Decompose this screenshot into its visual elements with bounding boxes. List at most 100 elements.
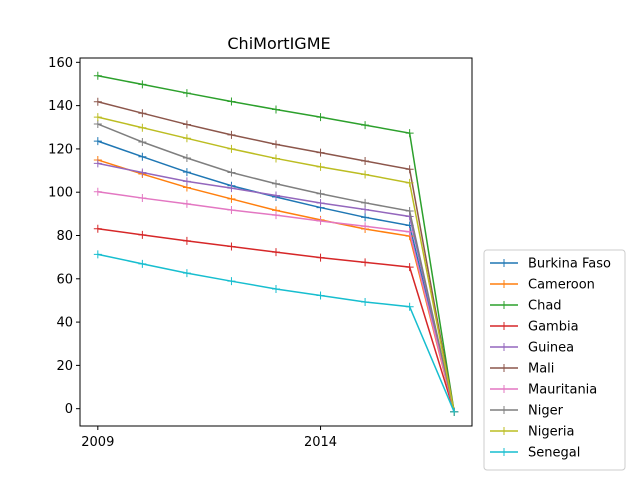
data-point — [182, 199, 191, 208]
data-point — [405, 263, 414, 272]
data-point — [227, 205, 236, 214]
data-point — [93, 187, 102, 196]
series-line — [97, 228, 455, 413]
data-point — [138, 137, 147, 146]
data-point — [182, 236, 191, 245]
legend: Burkina Faso Cameroon Chad Gambia Guinea Mali… — [483, 249, 626, 471]
series-senegal — [93, 250, 459, 416]
data-point — [316, 199, 325, 208]
series-line — [97, 253, 455, 413]
series-mali — [93, 97, 459, 416]
data-point — [316, 162, 325, 171]
data-point — [138, 80, 147, 89]
data-point — [272, 248, 280, 257]
data-point — [182, 134, 191, 143]
data-point — [272, 105, 280, 114]
data-point — [182, 89, 191, 98]
data-point — [405, 165, 414, 174]
data-point — [227, 184, 236, 193]
series-gambia — [93, 224, 459, 416]
data-point — [272, 154, 280, 163]
x-tick-label: 2014 — [304, 435, 337, 450]
data-point — [227, 130, 236, 139]
data-point — [138, 123, 147, 132]
legend-item: Chad — [490, 299, 562, 314]
plot-series — [93, 71, 459, 416]
data-point — [227, 144, 236, 153]
data-point — [227, 194, 236, 203]
legend-marker — [500, 280, 508, 288]
data-point — [361, 222, 370, 231]
data-point — [138, 259, 147, 268]
legend-marker — [500, 322, 508, 330]
data-point — [316, 189, 325, 198]
legend-marker — [500, 448, 508, 456]
series-burkina-faso — [93, 137, 459, 416]
data-point — [182, 269, 191, 278]
legend-item: Nigeria — [490, 425, 575, 440]
data-point — [93, 71, 102, 80]
data-point — [272, 211, 280, 220]
x-tick-label: 2009 — [81, 435, 114, 450]
data-point — [227, 168, 236, 177]
legend-item: Niger — [490, 404, 564, 419]
data-point — [272, 179, 280, 188]
data-point — [182, 168, 191, 177]
series-line — [97, 191, 455, 413]
data-point — [272, 140, 280, 149]
y-tick-label: 60 — [56, 272, 73, 287]
data-point — [93, 137, 102, 146]
data-point — [361, 157, 370, 166]
y-tick-label: 0 — [65, 402, 73, 417]
legend-label: Senegal — [528, 446, 580, 461]
series-line — [97, 75, 455, 413]
data-point — [361, 198, 370, 207]
legend-label: Guinea — [528, 341, 574, 356]
data-point — [138, 194, 147, 203]
y-tick-label: 20 — [56, 359, 73, 374]
data-point — [316, 217, 325, 226]
legend-label: Cameroon — [528, 278, 595, 293]
legend-marker — [500, 301, 508, 309]
legend-item: Gambia — [490, 320, 579, 335]
series-niger — [93, 120, 459, 416]
data-point — [405, 207, 414, 216]
legend-label: Niger — [528, 404, 564, 419]
data-point — [182, 120, 191, 129]
legend-marker — [500, 427, 508, 435]
legend-marker — [500, 343, 508, 351]
data-point — [138, 230, 147, 239]
data-point — [405, 227, 414, 236]
data-point — [361, 205, 370, 214]
legend-label: Gambia — [528, 320, 579, 335]
data-point — [227, 97, 236, 106]
data-point — [405, 302, 414, 311]
data-point — [138, 109, 147, 118]
legend-label: Burkina Faso — [528, 257, 611, 272]
legend-box — [483, 249, 626, 471]
y-tick-label: 100 — [48, 186, 73, 201]
series-mauritania — [93, 187, 459, 416]
data-point — [361, 213, 370, 222]
legend-item: Mali — [490, 362, 554, 377]
data-point — [182, 154, 191, 163]
data-point — [93, 113, 102, 122]
data-point — [361, 297, 370, 306]
series-guinea — [93, 159, 459, 416]
y-tick-label: 120 — [48, 142, 73, 157]
data-point — [316, 113, 325, 122]
legend-item: Guinea — [490, 341, 574, 356]
data-point — [93, 97, 102, 106]
data-point — [316, 253, 325, 262]
x-axis: 2009 2014 — [81, 426, 337, 450]
data-point — [361, 258, 370, 267]
legend-item: Mauritania — [490, 383, 597, 398]
data-point — [316, 148, 325, 157]
legend-label: Chad — [528, 299, 562, 314]
chart-title: ChiMortIGME — [227, 34, 330, 53]
data-point — [361, 170, 370, 179]
data-point — [93, 159, 102, 168]
data-point — [138, 152, 147, 161]
legend-marker — [500, 406, 508, 414]
